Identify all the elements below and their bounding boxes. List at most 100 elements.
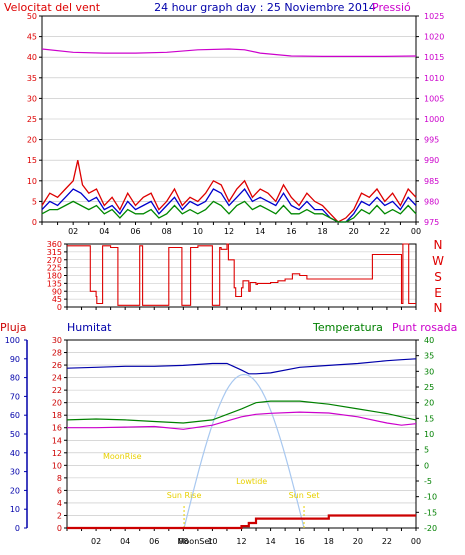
- rain-y-tick-label: 8: [57, 474, 62, 483]
- temp-y-tick-label: 40: [424, 336, 434, 345]
- pressure-y-tick-label: 1000: [424, 115, 444, 124]
- wind-x-tick-label: 00: [411, 227, 421, 236]
- climate-x-tick-label: 16: [295, 537, 305, 546]
- sunset-label: Sun Set: [289, 491, 320, 500]
- lowtide-label: Lowtide: [236, 477, 267, 486]
- humidity-label: Humitat: [67, 321, 112, 334]
- pressure-y-tick-label: 995: [424, 136, 439, 145]
- climate-x-tick-label: 18: [324, 537, 334, 546]
- sunrise-label: Sun Rise: [167, 491, 202, 500]
- rain-y-tick-label: 20: [52, 399, 62, 408]
- wind-y-tick-label: 25: [27, 115, 37, 124]
- wind-x-tick-label: 02: [68, 227, 78, 236]
- temp-y-tick-label: -15: [424, 508, 437, 517]
- humidity-y-tick-label: 20: [10, 486, 20, 495]
- compass-label-3: E: [434, 286, 442, 300]
- temp-y-tick-label: -5: [424, 477, 432, 486]
- avg-line: [41, 200, 417, 223]
- temp-y-tick-label: 35: [424, 352, 434, 361]
- direction-y-tick-label: 90: [52, 287, 62, 296]
- temp-y-tick-label: 30: [424, 367, 434, 376]
- climate-x-tick-label: 22: [382, 537, 392, 546]
- temp-y-tick-label: 15: [424, 414, 434, 423]
- moonset-label: MoonSet: [178, 537, 213, 546]
- climate-x-tick-label: 06: [149, 537, 159, 546]
- pressure-y-tick-label: 980: [424, 197, 439, 206]
- pressure-y-tick-label: 1015: [424, 53, 444, 62]
- rain-y-tick-label: 4: [57, 499, 62, 508]
- dewpoint-line: [67, 411, 417, 430]
- humidity-y-tick-label: 0: [15, 524, 20, 533]
- pressure-line: [41, 48, 417, 57]
- wind-y-tick-label: 20: [27, 136, 37, 145]
- wind-x-tick-label: 16: [286, 227, 296, 236]
- temp-y-tick-label: 5: [424, 446, 429, 455]
- temp-y-tick-label: 0: [424, 461, 429, 470]
- wind-y-tick-label: 5: [32, 197, 37, 206]
- wind-x-tick-label: 20: [349, 227, 359, 236]
- pressure-y-tick-label: 1010: [424, 74, 444, 83]
- pressure-label: Pressió: [372, 1, 411, 14]
- pressure-y-tick-label: 1020: [424, 33, 444, 42]
- gust-line: [41, 187, 417, 223]
- humidity-y-tick-label: 30: [10, 468, 20, 477]
- rain-y-tick-label: 18: [52, 411, 62, 420]
- direction-y-tick-label: 135: [47, 279, 62, 288]
- rain-y-tick-label: 26: [52, 361, 62, 370]
- climate-x-tick-label: 04: [120, 537, 130, 546]
- wind-x-tick-label: 06: [130, 227, 140, 236]
- temperature-label: Temperatura: [312, 321, 383, 334]
- wind-y-tick-label: 15: [27, 156, 37, 165]
- rain-y-tick-label: 14: [52, 436, 62, 445]
- climate-x-tick-label: 14: [265, 537, 275, 546]
- temp-y-tick-label: 10: [424, 430, 434, 439]
- wind-speed-label: Velocitat del vent: [4, 1, 101, 14]
- humidity-y-tick-label: 10: [10, 505, 20, 514]
- temp-y-tick-label: 20: [424, 399, 434, 408]
- climate-x-tick-label: 00: [411, 537, 421, 546]
- graph-title: 24 hour graph day : 25 Noviembre 2014: [154, 1, 376, 14]
- humidity-y-tick-label: 90: [10, 355, 20, 364]
- humidity-y-tick-label: 50: [10, 430, 20, 439]
- compass-label-1: W: [432, 254, 444, 268]
- rain-y-tick-label: 2: [57, 511, 62, 520]
- climate-x-tick-label: 20: [353, 537, 363, 546]
- climate-x-tick-label: 10: [207, 537, 217, 546]
- wind-x-tick-label: 18: [317, 227, 327, 236]
- rain-line: [67, 514, 416, 530]
- wind-direction-line: [67, 243, 416, 306]
- rain-y-tick-label: 12: [52, 449, 62, 458]
- direction-y-tick-label: 0: [57, 303, 62, 312]
- compass-label-2: S: [434, 270, 442, 284]
- wind-y-tick-label: 30: [27, 94, 37, 103]
- rain-y-tick-label: 10: [52, 461, 62, 470]
- direction-y-tick-label: 45: [52, 295, 62, 304]
- rain-y-tick-label: 28: [52, 349, 62, 358]
- compass-label-0: N: [434, 238, 443, 252]
- humidity-y-tick-label: 80: [10, 374, 20, 383]
- compass-label-4: N: [434, 301, 443, 315]
- temp-y-tick-label: -10: [424, 493, 437, 502]
- temperature-line: [66, 400, 417, 424]
- climate-x-tick-label: 12: [236, 537, 246, 546]
- humidity-y-tick-label: 70: [10, 392, 20, 401]
- direction-y-tick-label: 360: [47, 240, 62, 249]
- wind-y-tick-label: 35: [27, 74, 37, 83]
- pressure-y-tick-label: 985: [424, 177, 439, 186]
- wind-line: [41, 160, 417, 223]
- direction-y-tick-label: 315: [47, 248, 62, 257]
- wind-x-tick-label: 08: [162, 227, 172, 236]
- rain-label: Pluja: [0, 321, 26, 334]
- wind-x-tick-label: 12: [224, 227, 234, 236]
- humidity-y-tick-label: 100: [5, 336, 20, 345]
- rain-y-tick-label: 0: [57, 524, 62, 533]
- direction-y-tick-label: 180: [47, 272, 62, 281]
- dewpoint-label: Punt rosada: [392, 321, 457, 334]
- wind-y-tick-label: 0: [32, 218, 37, 227]
- direction-y-tick-label: 225: [47, 264, 62, 273]
- pressure-y-tick-label: 975: [424, 218, 439, 227]
- pressure-y-tick-label: 990: [424, 156, 439, 165]
- humidity-y-tick-label: 60: [10, 411, 20, 420]
- wind-x-tick-label: 04: [99, 227, 109, 236]
